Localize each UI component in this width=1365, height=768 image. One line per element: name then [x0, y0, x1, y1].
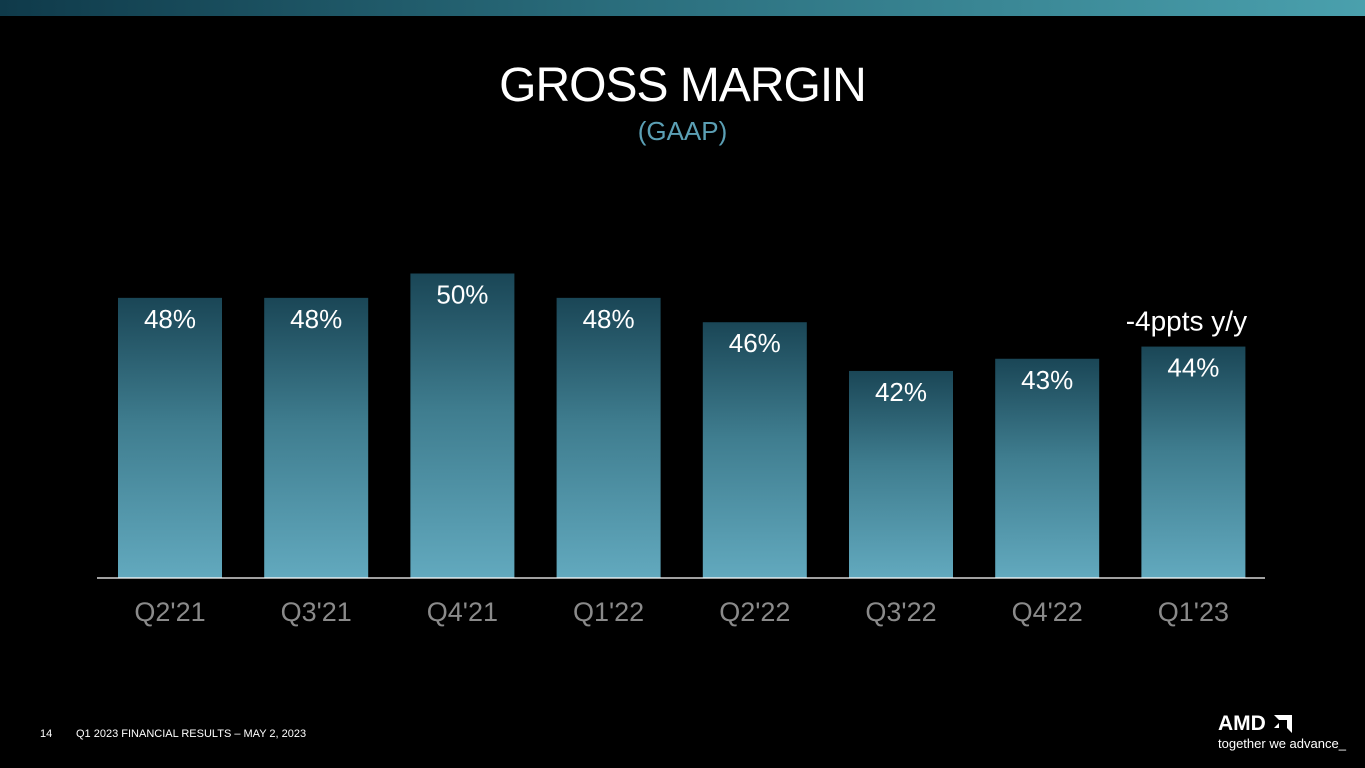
bar-value-label: 48%	[583, 304, 635, 334]
x-tick-label: Q4'22	[1012, 597, 1083, 627]
amd-logo: AMD together we advance_	[1218, 712, 1353, 756]
bar-Q4'21	[410, 273, 515, 578]
bar-Q1'23	[1141, 346, 1246, 578]
bar-value-label: 44%	[1167, 353, 1219, 383]
bar-value-label: 48%	[290, 304, 342, 334]
x-tick-label: Q3'21	[281, 597, 352, 627]
bar-value-label: 46%	[729, 328, 781, 358]
bar-value-label: 50%	[436, 280, 488, 310]
bar-Q3'22	[849, 370, 953, 578]
bar-value-label: 43%	[1021, 365, 1073, 395]
footer-text: Q1 2023 FINANCIAL RESULTS – MAY 2, 2023	[76, 728, 307, 740]
logo-wordmark: AMD	[1218, 712, 1266, 735]
bar-Q2'21	[118, 297, 222, 578]
amd-arrow-icon	[1274, 715, 1292, 733]
bar-Q1'22	[556, 297, 661, 578]
page-number: 14	[40, 728, 53, 740]
bar-Q4'22	[995, 358, 1100, 578]
slide-title: GROSS MARGIN	[499, 59, 867, 112]
logo-tagline: together we advance_	[1218, 736, 1346, 751]
x-tick-label: Q4'21	[427, 597, 498, 627]
x-tick-label: Q2'21	[134, 597, 205, 627]
x-tick-label: Q2'22	[719, 597, 790, 627]
x-tick-label: Q1'23	[1158, 597, 1229, 627]
bar-value-label: 48%	[144, 304, 196, 334]
yoy-annotation: -4ppts y/y	[1126, 306, 1247, 337]
bar-Q2'22	[702, 322, 807, 578]
slide-subtitle: (GAAP)	[637, 116, 728, 146]
x-tick-label: Q1'22	[573, 597, 644, 627]
bar-Q3'21	[264, 297, 369, 578]
top-accent-bar	[0, 0, 1365, 16]
bar-value-label: 42%	[875, 377, 927, 407]
x-tick-label: Q3'22	[865, 597, 936, 627]
